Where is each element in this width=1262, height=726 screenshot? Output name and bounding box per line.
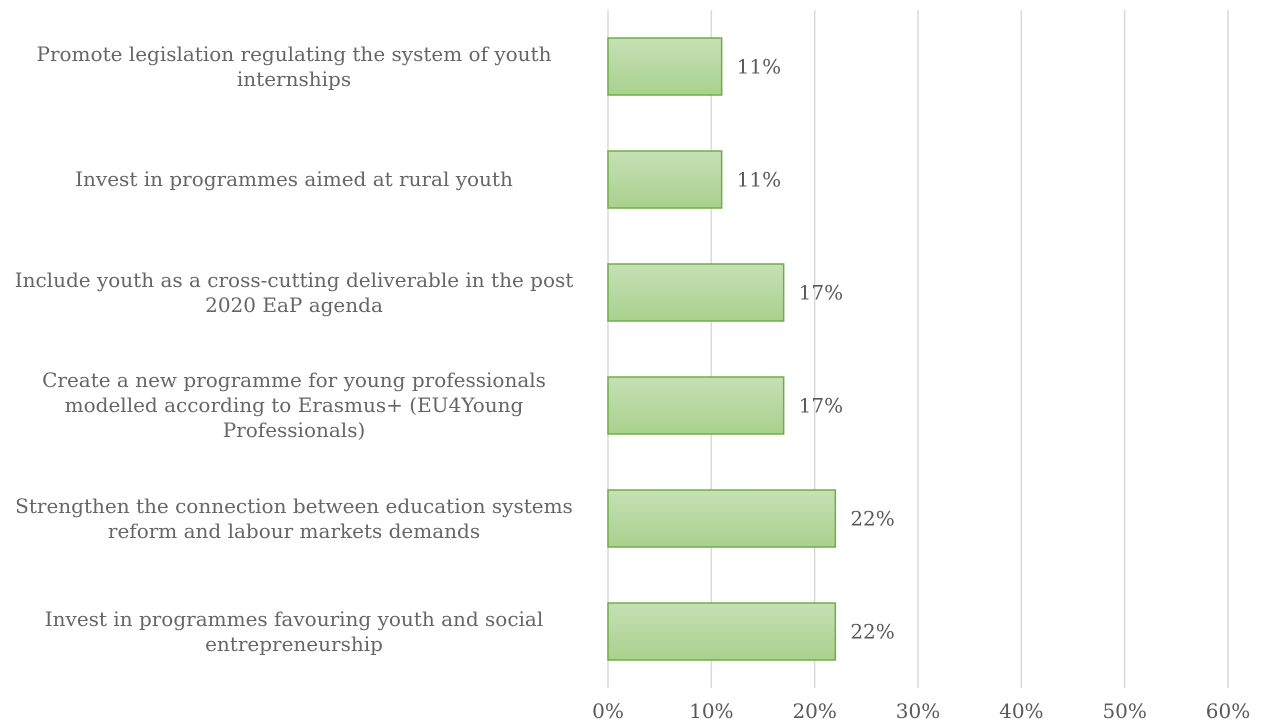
x-tick-label: 20%	[792, 699, 836, 723]
x-tick-label: 0%	[592, 699, 624, 723]
data-label: 11%	[737, 55, 781, 79]
x-tick-label: 50%	[1102, 699, 1146, 723]
data-label: 22%	[850, 507, 894, 531]
bar	[607, 37, 723, 96]
category-label: Invest in programmes aimed at rural yout…	[0, 130, 588, 230]
category-label: Promote legislation regulating the syste…	[0, 17, 588, 117]
category-label-text: Strengthen the connection between educat…	[15, 493, 573, 543]
data-labels: 11% 11% 17% 17% 22% 22%	[737, 55, 895, 644]
category-label-text: Promote legislation regulating the syste…	[36, 41, 552, 91]
category-label: Include youth as a cross-cutting deliver…	[0, 243, 588, 343]
data-label: 17%	[799, 394, 843, 418]
data-label: 17%	[799, 281, 843, 305]
bar	[607, 489, 837, 548]
gridlines	[607, 10, 1229, 688]
data-label: 11%	[737, 168, 781, 192]
x-axis-ticks: 0% 10% 20% 30% 40% 50% 60%	[592, 699, 1250, 723]
category-label: Create a new programme for young profess…	[0, 356, 588, 456]
category-label: Strengthen the connection between educat…	[0, 469, 588, 569]
category-label-text: Invest in programmes favouring youth and…	[44, 606, 544, 656]
category-label-text: Create a new programme for young profess…	[42, 368, 546, 442]
x-tick-label: 30%	[896, 699, 940, 723]
category-label: Invest in programmes favouring youth and…	[0, 582, 588, 682]
bars	[607, 37, 837, 661]
bar	[607, 150, 723, 209]
x-tick-label: 10%	[689, 699, 733, 723]
data-label: 22%	[850, 620, 894, 644]
category-label-text: Invest in programmes aimed at rural yout…	[75, 167, 513, 191]
category-label-text: Include youth as a cross-cutting deliver…	[14, 267, 574, 317]
bar	[607, 263, 785, 322]
x-tick-label: 60%	[1206, 699, 1250, 723]
bar	[607, 602, 837, 661]
x-tick-label: 40%	[999, 699, 1043, 723]
bar	[607, 376, 785, 435]
